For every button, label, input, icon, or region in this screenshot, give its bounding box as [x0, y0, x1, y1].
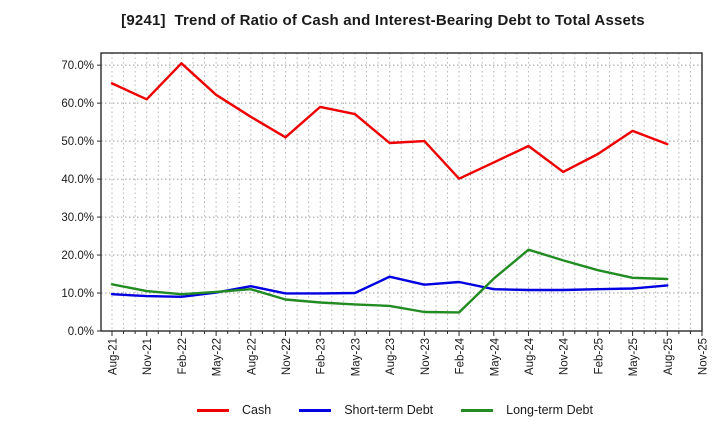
x-tick-label: Nov-22 — [281, 338, 293, 375]
x-tick-label: Nov-23 — [420, 338, 432, 375]
x-tick-label: Nov-21 — [142, 338, 154, 375]
legend: Cash Short-term Debt Long-term Debt — [0, 403, 720, 417]
x-tick-label: May-25 — [628, 338, 640, 376]
y-tick-label: 70.0% — [61, 60, 94, 72]
x-tick-label: Aug-25 — [663, 338, 675, 375]
y-tick-label: 50.0% — [61, 136, 94, 148]
x-tick-label: May-23 — [350, 338, 362, 376]
x-tick-label: Nov-25 — [698, 338, 710, 375]
x-tick-label: Feb-24 — [455, 337, 467, 374]
legend-item-long-term-debt: Long-term Debt — [461, 403, 593, 417]
plot-frame — [100, 52, 703, 332]
chart-title: [9241] Trend of Ratio of Cash and Intere… — [121, 12, 645, 29]
legend-line-short-term-debt-icon — [299, 408, 332, 412]
x-tick-label: Aug-21 — [108, 338, 120, 375]
x-tick-label: Aug-24 — [524, 337, 536, 375]
y-tick-label: 20.0% — [61, 250, 94, 262]
y-tick-label: 60.0% — [61, 98, 94, 110]
legend-label-long-term-debt: Long-term Debt — [506, 403, 593, 417]
legend-line-cash-icon — [197, 408, 230, 412]
x-tick-label: Feb-22 — [177, 338, 189, 374]
legend-line-long-term-debt-icon — [461, 408, 494, 412]
y-tick-label: 30.0% — [61, 212, 94, 224]
legend-label-cash: Cash — [242, 403, 272, 417]
x-tick-label: Aug-22 — [246, 338, 258, 375]
x-tick-label: May-22 — [212, 338, 224, 376]
x-tick-label: Feb-23 — [316, 338, 328, 374]
series-line-cash — [110, 62, 669, 180]
series-line-short-term-debt — [110, 275, 669, 298]
legend-item-cash: Cash — [197, 403, 271, 417]
x-tick-label: May-24 — [489, 337, 501, 376]
y-tick-label: 40.0% — [61, 174, 94, 186]
series-line-long-term-debt — [110, 248, 669, 314]
x-tick-label: Feb-25 — [593, 338, 605, 374]
y-tick-label: 10.0% — [61, 288, 94, 300]
x-tick-label: Nov-24 — [559, 337, 571, 375]
legend-item-short-term-debt: Short-term Debt — [299, 403, 433, 417]
y-tick-label: 0.0% — [68, 326, 94, 338]
x-tick-label: Aug-23 — [385, 338, 397, 375]
legend-label-short-term-debt: Short-term Debt — [344, 403, 434, 417]
